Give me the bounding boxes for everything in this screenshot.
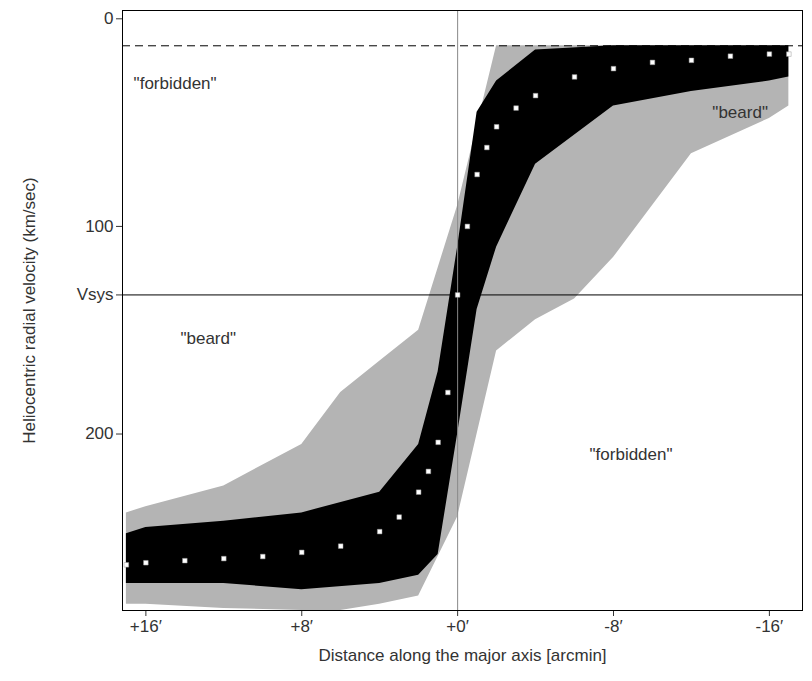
svg-text:Distance along the major axis: Distance along the major axis [arcmin] (318, 646, 606, 665)
svg-text:Heliocentric radial velocity (: Heliocentric radial velocity (km/sec) (20, 177, 39, 443)
svg-text:Vsys: Vsys (77, 285, 114, 304)
svg-text:200: 200 (85, 424, 113, 443)
svg-text:"beard": "beard" (712, 103, 768, 122)
svg-text:100: 100 (85, 217, 113, 236)
svg-text:"forbidden": "forbidden" (134, 74, 217, 93)
svg-text:+8′: +8′ (290, 617, 313, 636)
svg-text:0: 0 (104, 9, 113, 28)
svg-text:-8′: -8′ (604, 617, 622, 636)
svg-text:+0′: +0′ (446, 617, 469, 636)
svg-text:"beard": "beard" (180, 329, 236, 348)
svg-text:-16′: -16′ (755, 617, 783, 636)
svg-text:+16′: +16′ (130, 617, 162, 636)
svg-text:"forbidden": "forbidden" (590, 445, 673, 464)
